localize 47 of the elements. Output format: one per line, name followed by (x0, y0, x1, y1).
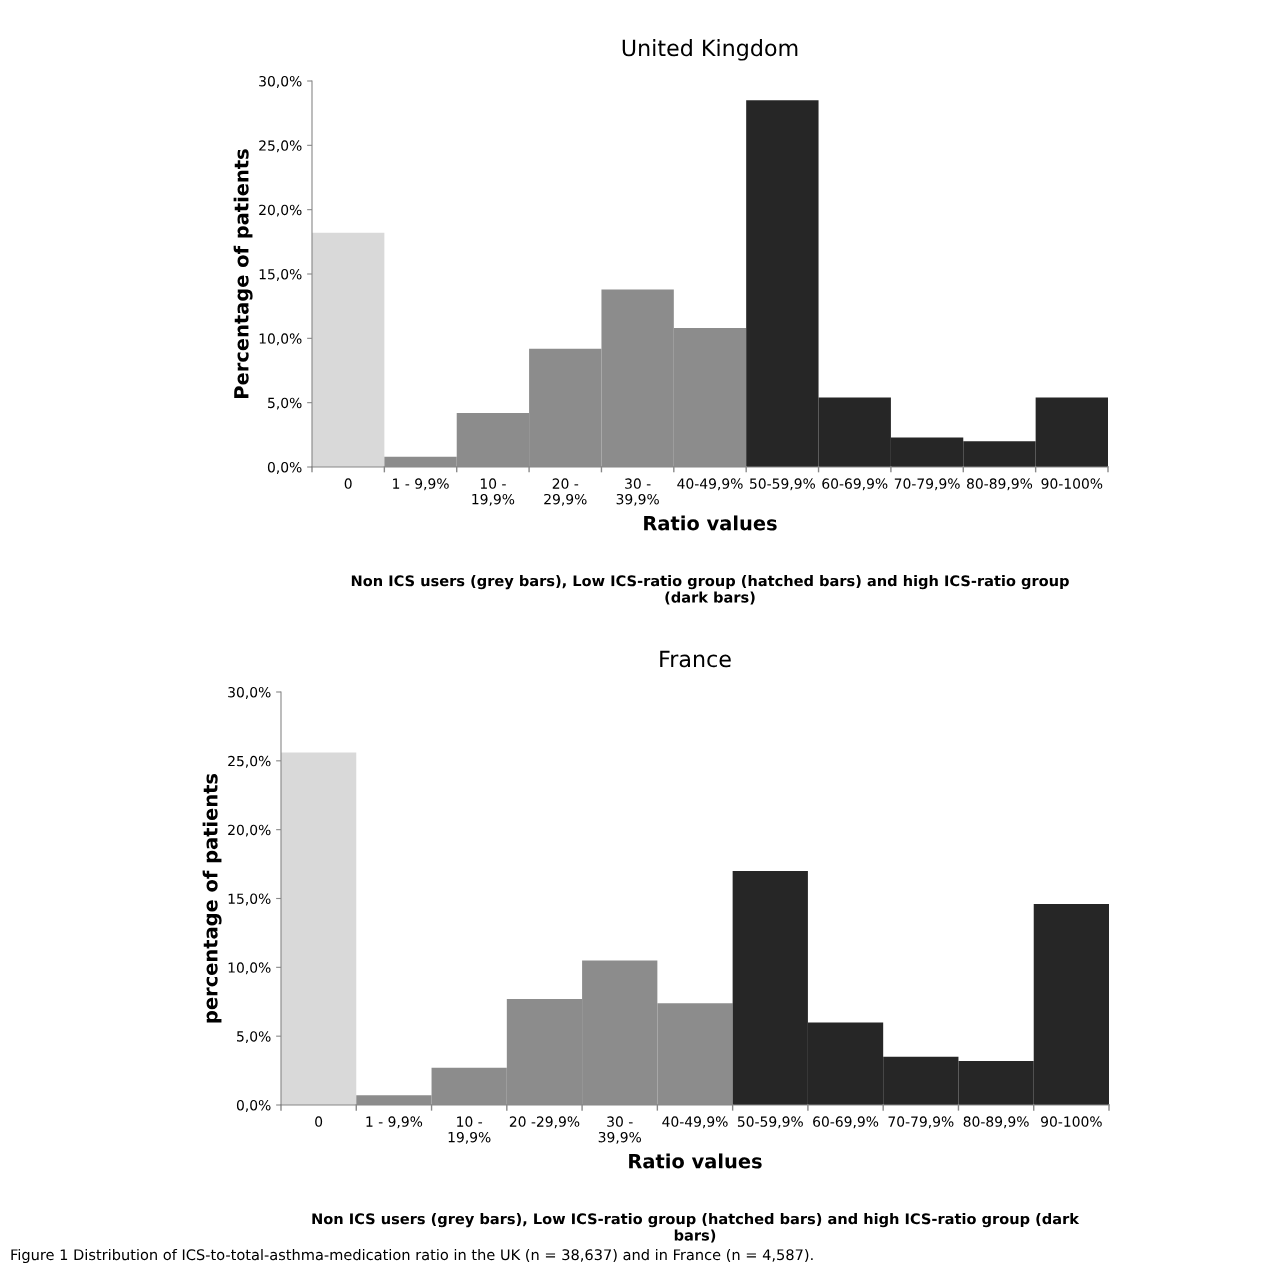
x-axis-title: Ratio values (644, 515, 777, 531)
y-axis-title: percentage of patients (202, 773, 222, 1023)
y-tick-label: 10,0% (259, 333, 302, 346)
x-tick-label: 1 - 9,9% (366, 1116, 423, 1129)
x-tick-label: 60-69,9% (813, 1116, 879, 1129)
y-tick-label: 15,0% (228, 893, 271, 906)
x-tick-label: 30 - 39,9% (616, 478, 659, 506)
text: Non ICS users (grey bars), Low ICS-ratio group (hatched bars) and high ICS-ratio group (dark bars) (312, 1213, 1080, 1243)
y-tick-label: 0,0% (236, 1099, 271, 1112)
x-tick-label: 90-100% (1041, 1116, 1102, 1127)
y-tick-label: 25,0% (259, 140, 302, 153)
bar (281, 752, 357, 1105)
x-tick-label: 60-69,9% (822, 478, 888, 491)
x-tick-label: 50-59,9% (750, 478, 815, 491)
x-tick-label: 70-79,9% (894, 478, 960, 491)
y-tick-label: 0,0% (267, 461, 302, 474)
x-tick-label: 0 (344, 478, 352, 489)
x-tick-label: 80-89,9% (966, 478, 1033, 491)
y-tick-label: 25,0% (228, 755, 271, 768)
x-tick-label: 10 - 19,9% (472, 478, 515, 506)
x-tick-label: 50-59,9% (737, 1116, 803, 1129)
chart-title: France (660, 650, 731, 668)
y-tick-label: 20,0% (259, 204, 302, 217)
x-tick-label: 80-89,9% (963, 1116, 1029, 1129)
y-tick-label: 15,0% (259, 268, 302, 281)
x-tick-label: 0 (315, 1116, 323, 1127)
y-tick-label: 5,0% (237, 1031, 271, 1044)
x-tick-label: 20 - 29,9% (544, 478, 587, 506)
caption: Figure 1 Distribution of ICS-to-total-asthma-medication ratio in the UK (n = 38,637) and in France (n = 4,587). (11, 1248, 813, 1264)
bar (312, 232, 385, 467)
y-tick-label: 5,0% (268, 397, 302, 410)
y-tick-label: 10,0% (228, 962, 271, 975)
y-axis-title: Percentage of patients (233, 149, 253, 398)
text: Non ICS users (grey bars), Low ICS-ratio group (hatched bars) and high ICS-ratio group (dark bars) (351, 575, 1069, 605)
y-tick-label: 30,0% (259, 75, 302, 88)
x-tick-label: 1 - 9,9% (393, 478, 449, 491)
x-tick-label: 90-100% (1041, 478, 1103, 489)
y-tick-label: 20,0% (228, 824, 271, 837)
y-tick-label: 30,0% (228, 686, 271, 699)
chart-title: United Kingdom (622, 39, 798, 61)
x-tick-label: 40-49,9% (662, 1116, 728, 1129)
x-axis-title: Ratio values (629, 1153, 762, 1169)
x-tick-label: 10 - 19,9% (448, 1116, 491, 1144)
x-tick-label: 20 -29,9% (509, 1116, 580, 1129)
x-tick-label: 70-79,9% (888, 1116, 954, 1129)
x-tick-label: 30 - 39,9% (598, 1116, 642, 1144)
x-tick-label: 40-49,9% (677, 478, 743, 491)
